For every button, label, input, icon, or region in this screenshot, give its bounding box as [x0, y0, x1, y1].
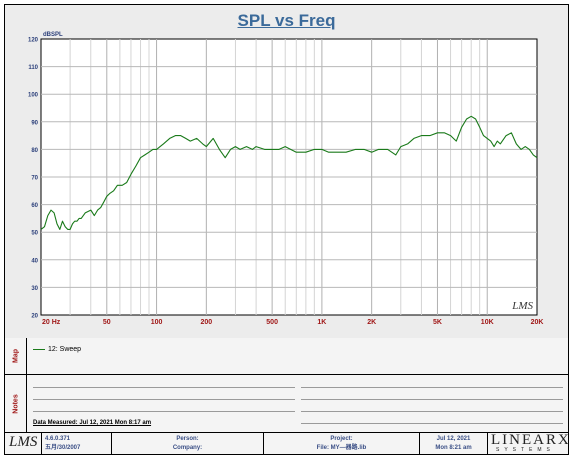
- note-line[interactable]: [301, 423, 563, 424]
- file-label: File: MY—器路.lib: [316, 445, 367, 451]
- x-tick-label: 200: [200, 319, 212, 326]
- x-tick-label: 1K: [317, 319, 326, 326]
- note-line[interactable]: [33, 399, 295, 400]
- note-line[interactable]: [301, 387, 563, 388]
- time-text: Mon 8:21 am: [435, 445, 472, 451]
- lms-logo: LMS: [9, 434, 38, 450]
- x-tick-label: 5K: [433, 319, 442, 326]
- x-tick-label: 20K: [531, 319, 544, 326]
- y-axis-label: dBSPL: [43, 32, 63, 38]
- note-line[interactable]: [301, 399, 563, 400]
- y-tick-label: 70: [31, 176, 38, 182]
- linearx-logo: LINEARX SYSTEMS: [488, 432, 571, 454]
- note-line[interactable]: [301, 411, 563, 412]
- person-label: Person:: [176, 436, 199, 442]
- notes-panel: Notes Data Measured: Jul 12, 2021 Mon 8:…: [5, 375, 568, 433]
- y-tick-label: 120: [28, 38, 39, 44]
- graph-panel: SPL vs Freq 20 30 40 50 60 70 80 90 100 110 120 20 …: [5, 5, 568, 339]
- legend-panel: Map 12: Sweep: [5, 338, 568, 375]
- date-text: Jul 12, 2021: [436, 436, 471, 442]
- x-tick-label: 100: [151, 319, 163, 326]
- linearx-systems: SYSTEMS: [496, 447, 555, 453]
- window-frame: SPL vs Freq 20 30 40 50 60 70 80 90 100 110 120 20 …: [4, 4, 569, 455]
- note-line[interactable]: [33, 387, 295, 388]
- data-measured-text: Data Measured: Jul 12, 2021 Mon 8:17 am: [33, 420, 152, 426]
- x-tick-label: 10K: [481, 319, 494, 326]
- y-tick-label: 40: [31, 258, 38, 264]
- lms-watermark: LMS: [511, 300, 533, 312]
- version-cell: 4.6.0.371 五月/30/2007: [42, 433, 112, 454]
- spl-frequency-chart: 20 30 40 50 60 70 80 90 100 110 120 20 Hz 50 100 200 50…: [28, 32, 544, 326]
- legend-side-label: Map: [5, 338, 27, 374]
- y-tick-label: 30: [31, 286, 38, 292]
- y-tick-label: 80: [31, 148, 38, 154]
- date-cell: Jul 12, 2021 Mon 8:21 am: [420, 433, 488, 454]
- linearx-brand: LINEARX: [491, 432, 571, 448]
- y-tick-label: 110: [28, 65, 38, 71]
- y-tick-label: 90: [31, 120, 38, 126]
- project-label: Project:: [330, 436, 353, 442]
- footer-bar: LMS 4.6.0.371 五月/30/2007 Person: Company…: [5, 432, 571, 454]
- legend-entry[interactable]: 12: Sweep: [33, 346, 81, 353]
- note-line[interactable]: [33, 411, 295, 412]
- legend-swatch: [33, 348, 45, 350]
- y-tick-label: 50: [31, 231, 38, 237]
- x-tick-label: 20 Hz: [42, 319, 61, 326]
- y-tick-label: 20: [31, 314, 38, 320]
- chart-title: SPL vs Freq: [237, 11, 336, 30]
- person-cell: Person: Company:: [112, 433, 264, 454]
- series-line: [40, 115, 538, 230]
- x-tick-label: 500: [266, 319, 278, 326]
- y-tick-label: 60: [31, 203, 38, 209]
- x-tick-label: 2K: [367, 319, 376, 326]
- version-text: 4.6.0.371: [45, 436, 71, 442]
- company-label: Company:: [172, 445, 203, 451]
- build-date-text: 五月/30/2007: [45, 445, 81, 451]
- project-cell: Project: File: MY—器路.lib: [264, 433, 420, 454]
- y-tick-label: 100: [28, 93, 39, 99]
- x-tick-label: 50: [103, 319, 111, 326]
- lms-logo-cell: LMS: [5, 433, 42, 454]
- notes-side-label: Notes: [5, 375, 27, 432]
